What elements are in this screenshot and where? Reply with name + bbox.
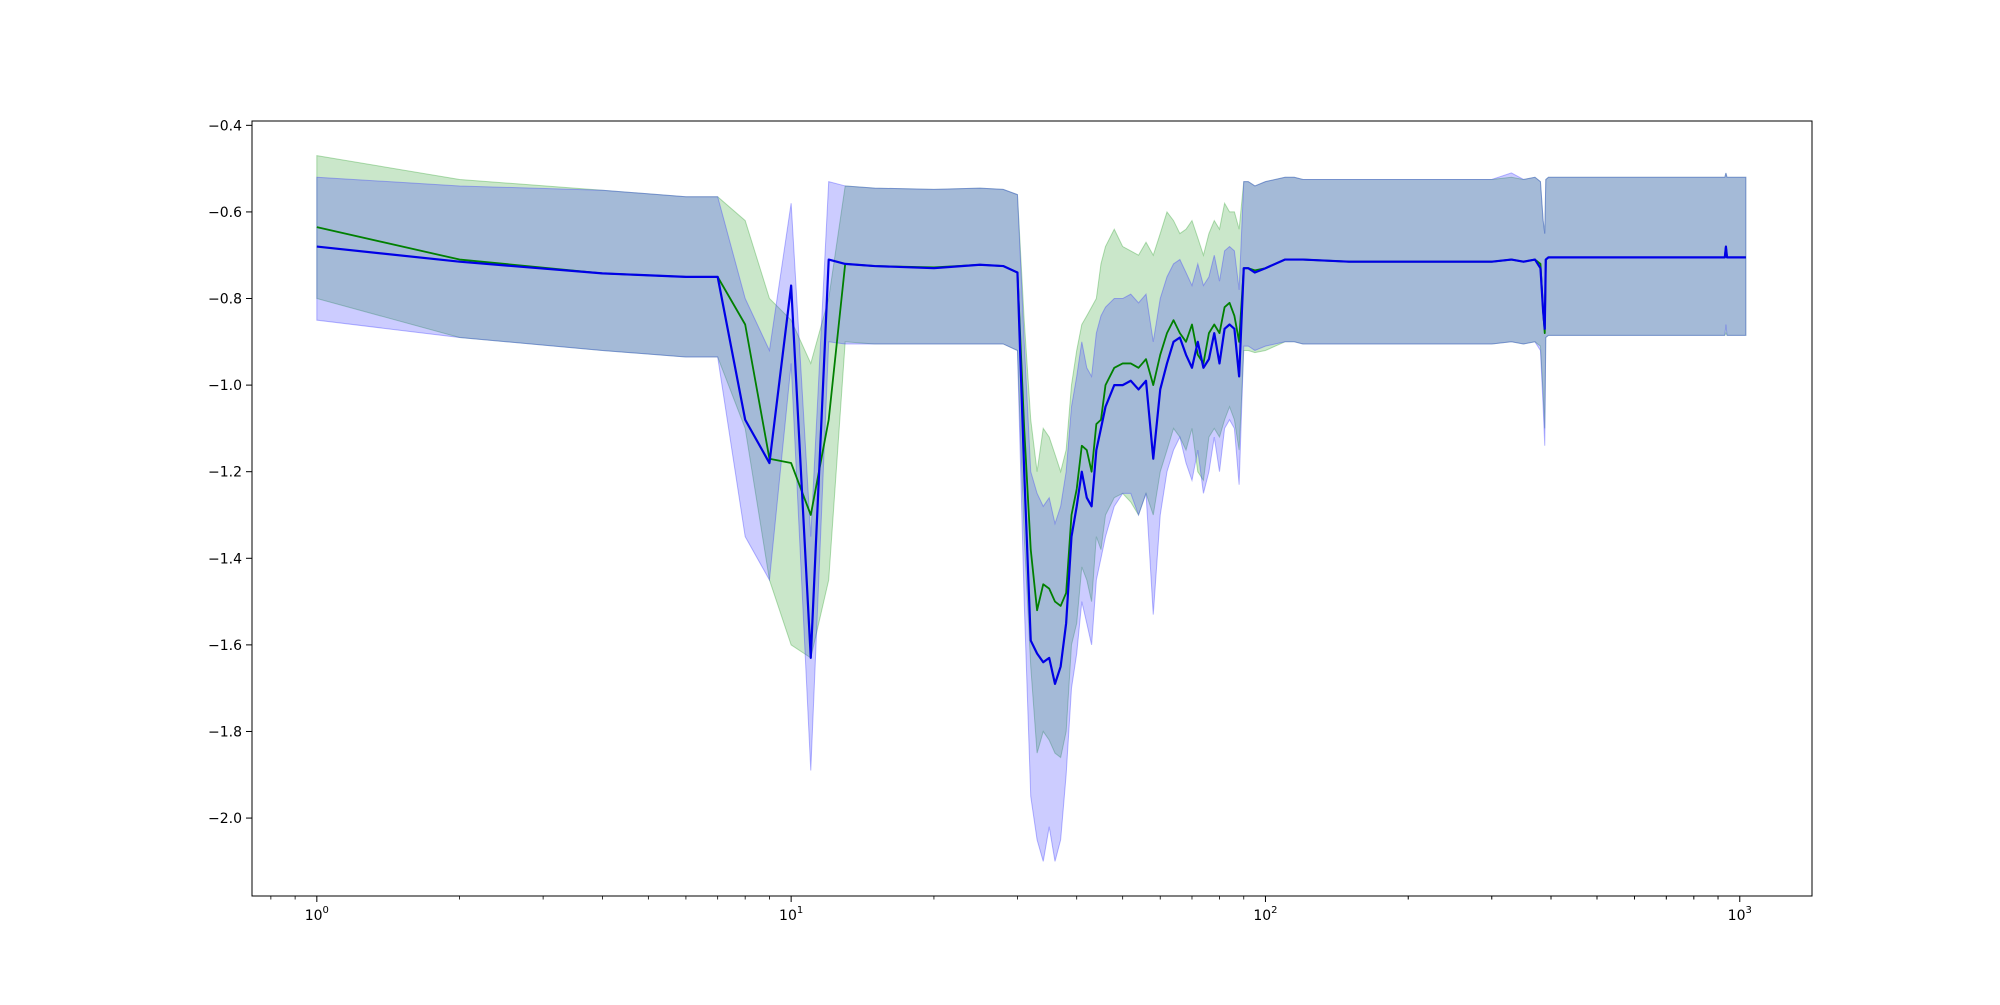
- y-tick-label: −2.0: [208, 811, 242, 827]
- x-tick-label: 102: [1253, 905, 1277, 924]
- y-tick-label: −1.2: [208, 465, 242, 481]
- y-tick-label: −1.6: [208, 638, 242, 654]
- confidence-bands: [316, 155, 1747, 862]
- series-2-line: [316, 245, 1746, 685]
- y-tick-label: −1.4: [208, 551, 242, 567]
- x-tick-label: 103: [1728, 905, 1752, 924]
- y-tick-label: −1.0: [208, 378, 242, 394]
- x-tick-label: 101: [779, 905, 803, 924]
- y-tick-label: −0.8: [208, 292, 242, 308]
- y-axis: −0.4 −0.6 −0.8 −1.0 −1.2 −1.4 −1.6 −1.8 −2.0: [208, 118, 252, 827]
- series-1-band: [316, 155, 1747, 759]
- series-2-band: [316, 172, 1747, 862]
- y-tick-label: −0.6: [208, 205, 242, 221]
- y-tick-label: −1.8: [208, 724, 242, 740]
- series-lines: [316, 226, 1746, 685]
- x-axis: 100 101 102 103: [270, 896, 1752, 924]
- x-tick-label: 100: [305, 905, 329, 924]
- plot-frame: [251, 120, 1813, 897]
- y-tick-label: −0.4: [208, 118, 242, 134]
